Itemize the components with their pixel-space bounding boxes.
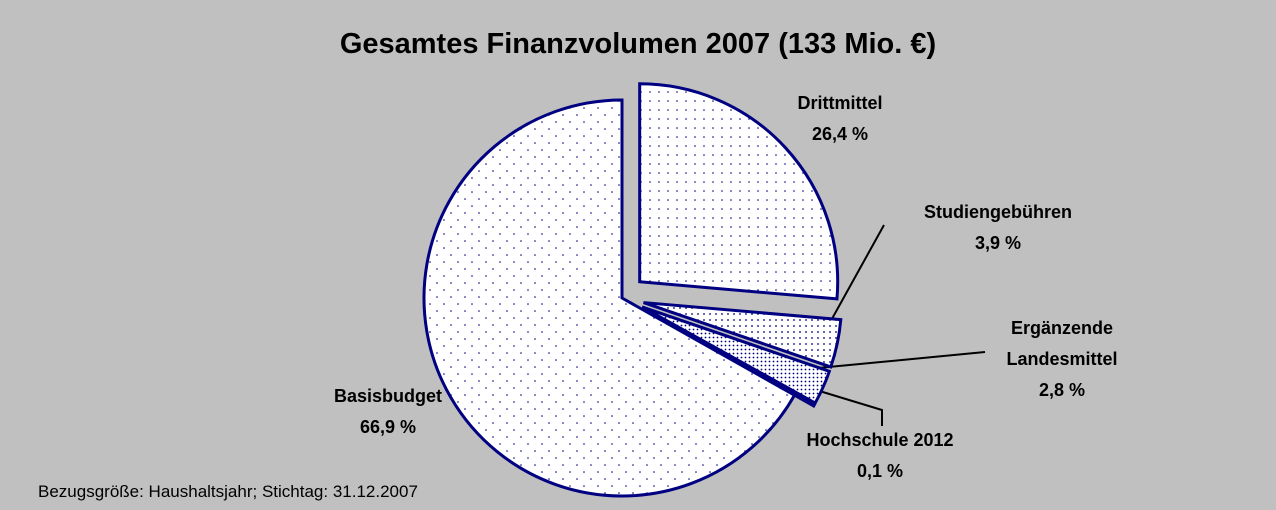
leader-line [817,351,986,369]
slice-value: 2,8 % [1038,380,1086,400]
leader-line [827,224,885,327]
slice-label: Studiengebühren 3,9 % [924,197,1072,259]
slice-name: Studiengebühren [924,202,1072,222]
slice-name: Hochschule 2012 [806,430,954,450]
pie-slice [641,305,832,406]
slice-name: Drittmittel [797,93,883,113]
slice-label: Ergänzende Landesmittel 2,8 % [987,313,1137,406]
leader-line [802,385,883,426]
leader-lines [802,224,986,426]
slice-name: Basisbudget [333,386,443,406]
slice-value: 0,1 % [856,461,904,481]
slice-value: 3,9 % [974,233,1022,253]
slice-label: Basisbudget 66,9 % [334,381,442,443]
slice-label: Hochschule 2012 0,1 % [806,425,953,487]
chart-title: Gesamtes Finanzvolumen 2007 (133 Mio. €) [339,28,937,60]
slice-value: 26,4 % [811,124,869,144]
pie-slice [422,98,797,498]
footnote: Bezugsgröße: Haushaltsjahr; Stichtag: 31… [38,482,418,501]
pie-slice [643,301,843,369]
pie-slice [638,82,840,301]
slice-name: Ergänzende Landesmittel [1006,318,1118,369]
slice-label: Drittmittel 26,4 % [798,88,883,150]
slice-value: 66,9 % [359,417,417,437]
